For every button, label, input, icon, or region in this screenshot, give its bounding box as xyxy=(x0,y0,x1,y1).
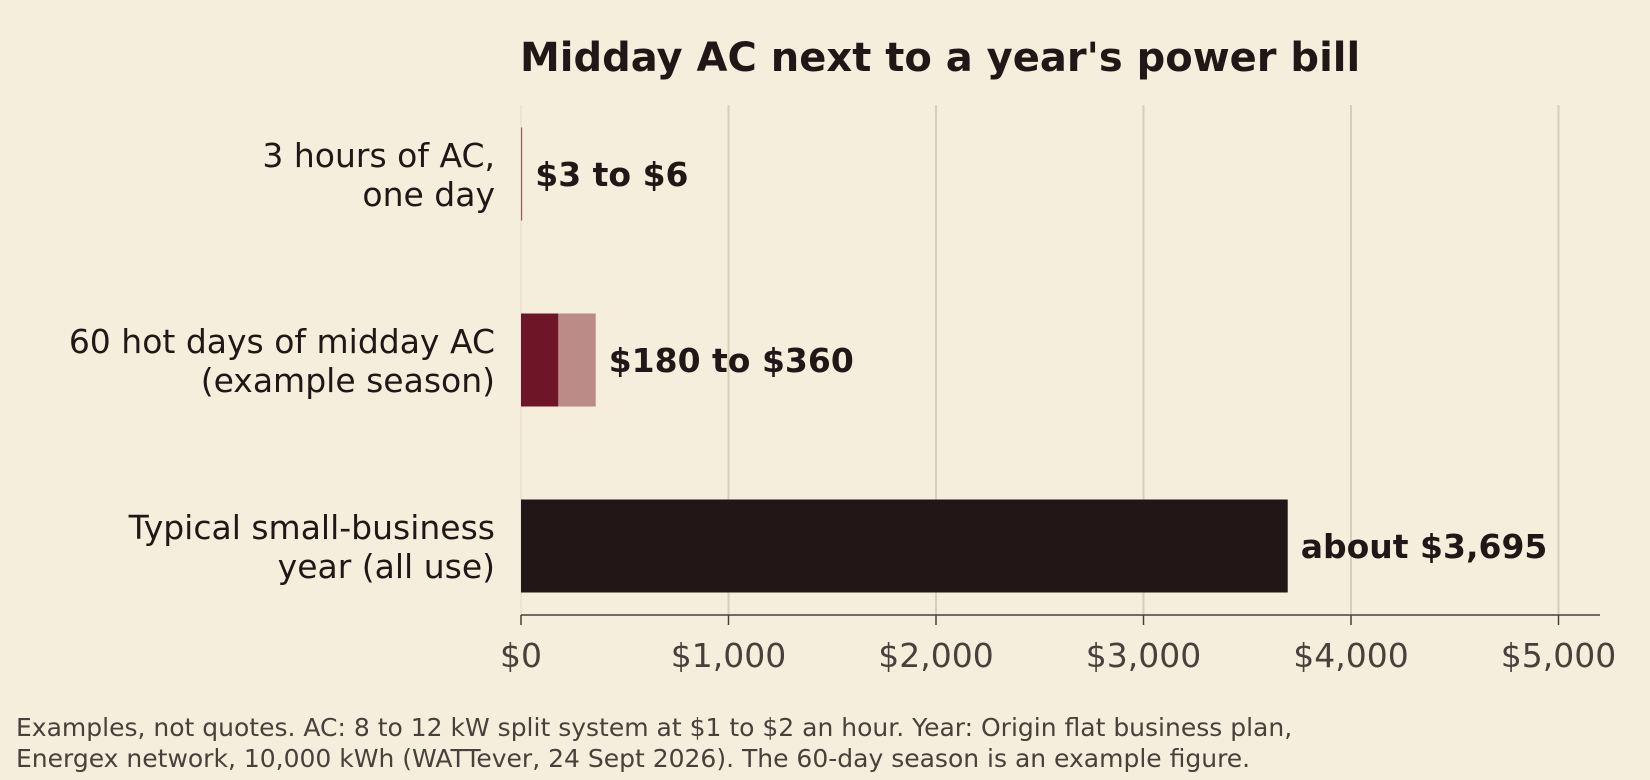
data-label: $180 to $360 xyxy=(609,341,854,380)
chart: Midday AC next to a year's power bill $3… xyxy=(69,35,1616,675)
x-tick-label: $1,000 xyxy=(671,636,786,675)
labels: $3 to $6 3 hours of AC, one day $180 to $36… xyxy=(69,136,1548,586)
bar-high-estimate xyxy=(521,127,523,221)
category-label-line: one day xyxy=(362,175,495,214)
category-label-line: 60 hot days of midday AC xyxy=(69,322,495,361)
footnote-line-1: Examples, not quotes. AC: 8 to 12 kW spl… xyxy=(16,713,1293,742)
category-label-line: (example season) xyxy=(201,361,495,400)
x-axis: $0 $1,000 $2,000 $3,000 $4,000 $5,000 xyxy=(500,614,1616,675)
data-label: $3 to $6 xyxy=(535,155,688,194)
category-label: 60 hot days of midday AC (example season) xyxy=(69,322,495,400)
category-label-line: 3 hours of AC, xyxy=(262,136,495,175)
x-tick-label: $2,000 xyxy=(878,636,993,675)
category-label: Typical small-business year (all use) xyxy=(128,508,495,586)
x-tick-label: $5,000 xyxy=(1501,636,1616,675)
data-label: about $3,695 xyxy=(1301,527,1548,566)
bar-total xyxy=(521,499,1288,593)
category-label-line: year (all use) xyxy=(278,547,495,586)
x-tick-label: $0 xyxy=(500,636,542,675)
category-label-line: Typical small-business xyxy=(128,508,495,547)
x-tick-label: $3,000 xyxy=(1086,636,1201,675)
x-tick-label: $4,000 xyxy=(1293,636,1408,675)
footnote-line-2: Energex network, 10,000 kWh (WATTever, 2… xyxy=(16,744,1251,773)
bar-low-estimate xyxy=(521,313,559,407)
chart-title: Midday AC next to a year's power bill xyxy=(520,35,1360,81)
bar-low-estimate xyxy=(521,127,522,221)
category-label: 3 hours of AC, one day xyxy=(262,136,495,214)
footnote: Examples, not quotes. AC: 8 to 12 kW spl… xyxy=(16,712,1636,774)
bars xyxy=(521,127,1288,593)
bar-high-estimate xyxy=(558,313,596,407)
